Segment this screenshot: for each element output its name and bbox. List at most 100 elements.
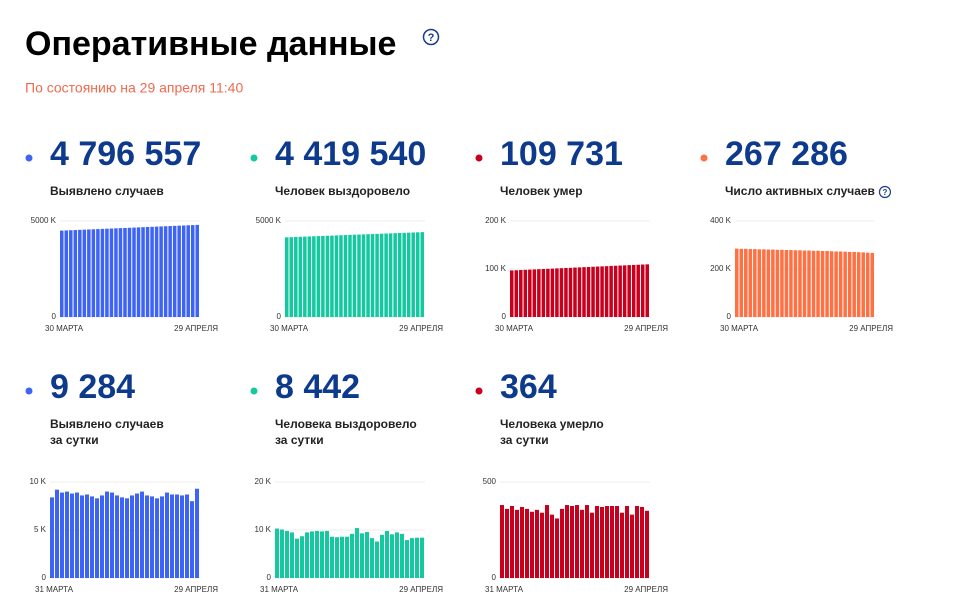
bar <box>85 494 89 578</box>
help-icon[interactable] <box>422 28 440 46</box>
y-tick-label: 0 <box>727 312 732 321</box>
bar <box>325 530 329 578</box>
bar <box>537 269 541 317</box>
bar <box>350 533 354 578</box>
bar <box>275 528 279 578</box>
bar <box>360 533 364 578</box>
x-tick-label: 29 АПРЕЛЯ <box>624 585 668 594</box>
bar <box>305 532 309 578</box>
y-tick-label: 100 K <box>485 264 507 273</box>
metric-value: 364 <box>500 368 557 406</box>
bar <box>70 493 74 578</box>
bar <box>115 495 119 578</box>
bar <box>575 505 579 578</box>
bar <box>60 492 64 578</box>
bar <box>186 225 190 317</box>
bar <box>366 234 370 317</box>
metric-value: 109 731 <box>500 135 623 173</box>
page-title: Оперативные данные <box>25 25 396 63</box>
bar <box>550 268 555 317</box>
bar <box>64 230 69 317</box>
bar <box>388 233 393 317</box>
bar <box>505 508 509 578</box>
bar <box>559 268 564 317</box>
bar <box>541 269 546 317</box>
bar <box>125 498 129 578</box>
bar <box>285 530 289 578</box>
bar <box>600 506 604 578</box>
bar <box>609 265 613 317</box>
bar <box>163 226 168 317</box>
bar <box>590 512 594 578</box>
x-tick-label: 29 АПРЕЛЯ <box>174 585 218 594</box>
bar <box>165 492 169 578</box>
bar <box>631 264 636 317</box>
bar <box>525 508 529 578</box>
x-tick-label: 29 АПРЕЛЯ <box>399 585 443 594</box>
bar <box>585 505 589 578</box>
bar <box>379 233 384 317</box>
metric-label: Человек выздоровело <box>275 184 410 198</box>
y-tick-label: 500 <box>483 477 497 486</box>
bar <box>514 270 519 317</box>
y-tick-label: 10 K <box>30 477 47 486</box>
y-tick-label: 200 K <box>485 216 507 225</box>
bar <box>550 514 554 578</box>
bar <box>645 264 649 317</box>
x-tick-label: 31 МАРТА <box>260 585 299 594</box>
bar <box>177 225 181 317</box>
bar <box>600 266 604 317</box>
bar <box>375 233 379 317</box>
bar <box>630 514 634 578</box>
bar <box>123 227 127 317</box>
bar <box>78 229 82 317</box>
bar <box>315 530 319 578</box>
y-tick-label: 5000 K <box>256 216 282 225</box>
bar <box>55 489 59 578</box>
bar <box>610 506 614 578</box>
metric-label: Число активных случаев <box>725 184 875 198</box>
bar <box>110 492 114 578</box>
bar <box>766 249 771 317</box>
bar <box>180 495 184 578</box>
bullet <box>25 387 33 395</box>
bar <box>100 228 105 317</box>
bar <box>780 249 784 317</box>
bar <box>348 234 352 317</box>
y-tick-label: 400 K <box>710 216 732 225</box>
bar <box>825 251 829 317</box>
bar <box>155 498 159 578</box>
bar <box>528 269 532 317</box>
bar <box>80 495 84 578</box>
bar <box>615 506 619 578</box>
help-icon-text[interactable]: ? <box>882 188 887 197</box>
bar <box>636 264 640 317</box>
bar <box>861 252 865 317</box>
bar <box>185 494 189 578</box>
bar <box>105 228 109 317</box>
bar <box>519 270 523 317</box>
bar <box>130 495 134 578</box>
bar <box>100 495 104 578</box>
bar <box>307 236 312 317</box>
help-icon[interactable] <box>878 185 892 199</box>
bar <box>118 228 123 317</box>
bar <box>627 265 631 317</box>
bar <box>330 235 334 317</box>
bar <box>635 506 639 578</box>
metric-label: Выявлено случаев <box>50 417 164 431</box>
bar <box>535 509 539 578</box>
bar <box>73 230 78 317</box>
bar <box>640 264 645 317</box>
bar <box>135 493 139 578</box>
bar <box>365 531 369 578</box>
bar <box>400 533 404 578</box>
metric-value: 8 442 <box>275 368 360 406</box>
bar <box>834 251 838 317</box>
bar <box>136 227 141 317</box>
bar <box>816 250 820 317</box>
bar <box>520 506 524 578</box>
help-icon-text[interactable]: ? <box>428 32 435 44</box>
metric-label: за сутки <box>500 433 549 447</box>
bar <box>420 537 424 578</box>
